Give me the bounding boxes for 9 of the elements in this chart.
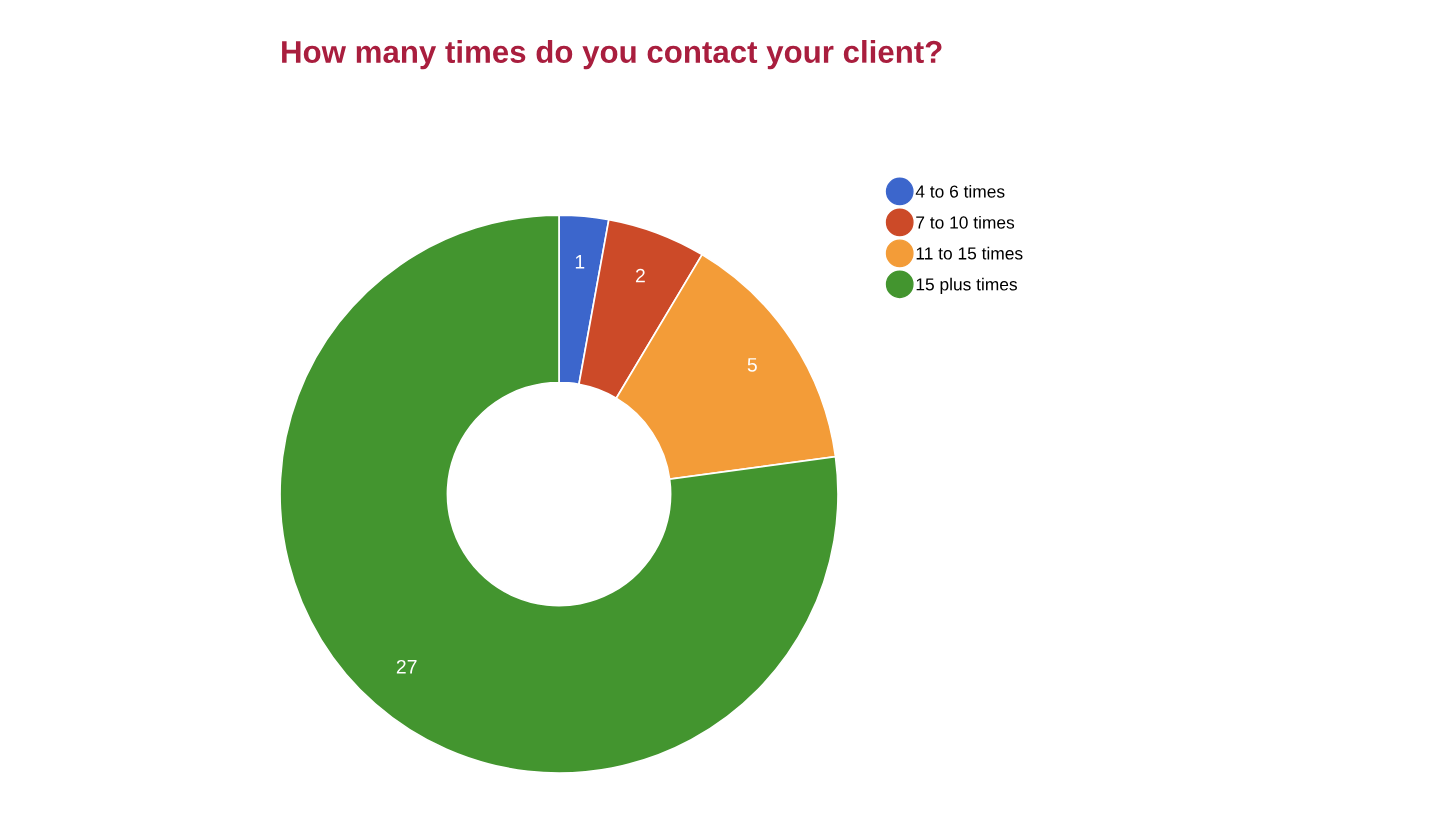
data-label: 5: [747, 358, 757, 372]
data-label: 2: [635, 268, 645, 283]
legend-label: 15 plus times: [916, 277, 1017, 294]
legend-label: 7 to 10 times: [916, 215, 1015, 229]
data-label: 27: [396, 659, 417, 674]
legend-label: 11 to 15 times: [916, 246, 1023, 260]
legend-label: 4 to 6 times: [915, 184, 1005, 198]
data-label: 1: [575, 255, 585, 269]
chart-title: How many times do you contact your client?: [282, 40, 942, 70]
